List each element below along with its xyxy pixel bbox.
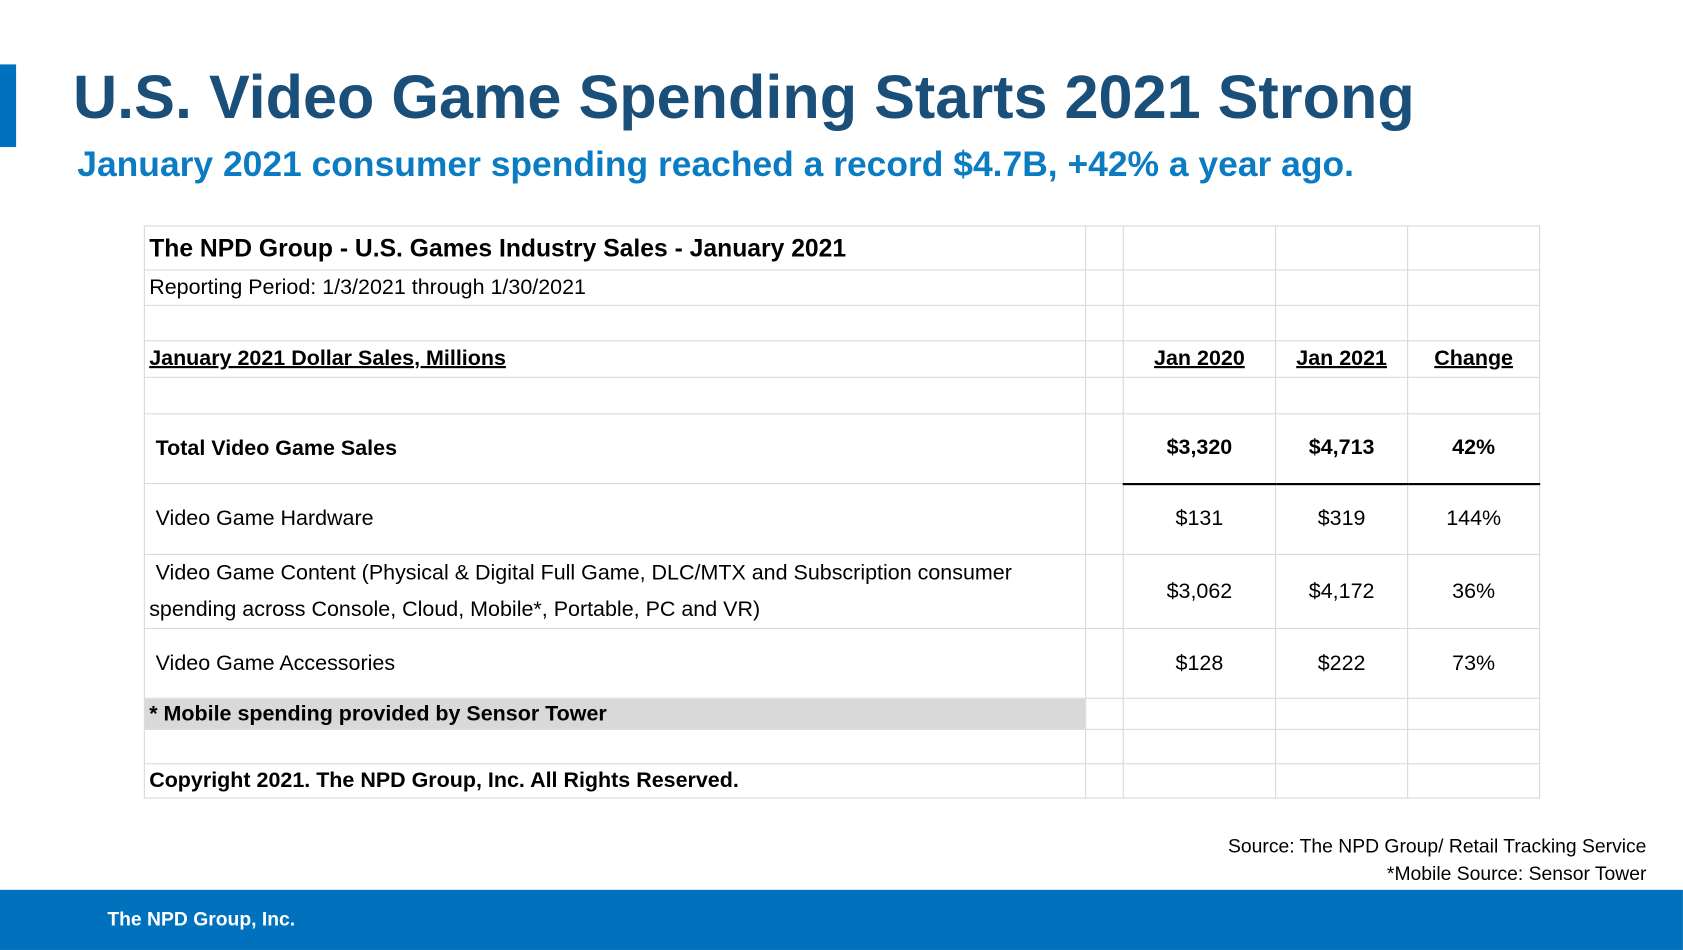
cell: $3,062 [1122, 553, 1277, 630]
cell: 42% [1407, 413, 1541, 485]
footer-band: The NPD Group, Inc. [0, 889, 1683, 950]
cell: 36% [1407, 553, 1541, 630]
column-header: Jan 2020 [1122, 340, 1277, 378]
table-title: The NPD Group - U.S. Games Industry Sale… [143, 225, 1087, 271]
cell: $3,320 [1122, 413, 1277, 485]
row-label: Video Game Accessories [143, 627, 1087, 699]
source-line: Source: The NPD Group/ Retail Tracking S… [1228, 835, 1647, 857]
column-header: Jan 2021 [1275, 340, 1409, 378]
section-label: January 2021 Dollar Sales, Millions [143, 340, 1087, 378]
accent-bar [0, 64, 17, 148]
subtitle: January 2021 consumer spending reached a… [77, 143, 1354, 184]
cell: $131 [1122, 483, 1277, 555]
cell: $319 [1275, 483, 1409, 555]
row-label: Total Video Game Sales [143, 413, 1087, 485]
source-line: *Mobile Source: Sensor Tower [1386, 863, 1647, 885]
cell: 73% [1407, 627, 1541, 699]
copyright: Copyright 2021. The NPD Group, Inc. All … [143, 763, 1087, 799]
cell: $4,713 [1275, 413, 1409, 485]
footnote: * Mobile spending provided by Sensor Tow… [143, 697, 1087, 730]
cell: 144% [1407, 483, 1541, 555]
footer-text: The NPD Group, Inc. [107, 908, 296, 930]
sales-table: The NPD Group - U.S. Games Industry Sale… [143, 225, 1541, 799]
source: Source: The NPD Group/ Retail Tracking S… [1228, 832, 1646, 888]
cell: $222 [1275, 627, 1409, 699]
row-label: Video Game Hardware [143, 483, 1087, 555]
column-header: Change [1407, 340, 1541, 378]
period: Reporting Period: 1/3/2021 through 1/30/… [143, 269, 1087, 306]
title: U.S. Video Game Spending Starts 2021 Str… [72, 63, 1415, 133]
cell: $128 [1122, 627, 1277, 699]
row-label: Video Game Content (Physical & Digital F… [143, 553, 1087, 630]
cell: $4,172 [1275, 553, 1409, 630]
